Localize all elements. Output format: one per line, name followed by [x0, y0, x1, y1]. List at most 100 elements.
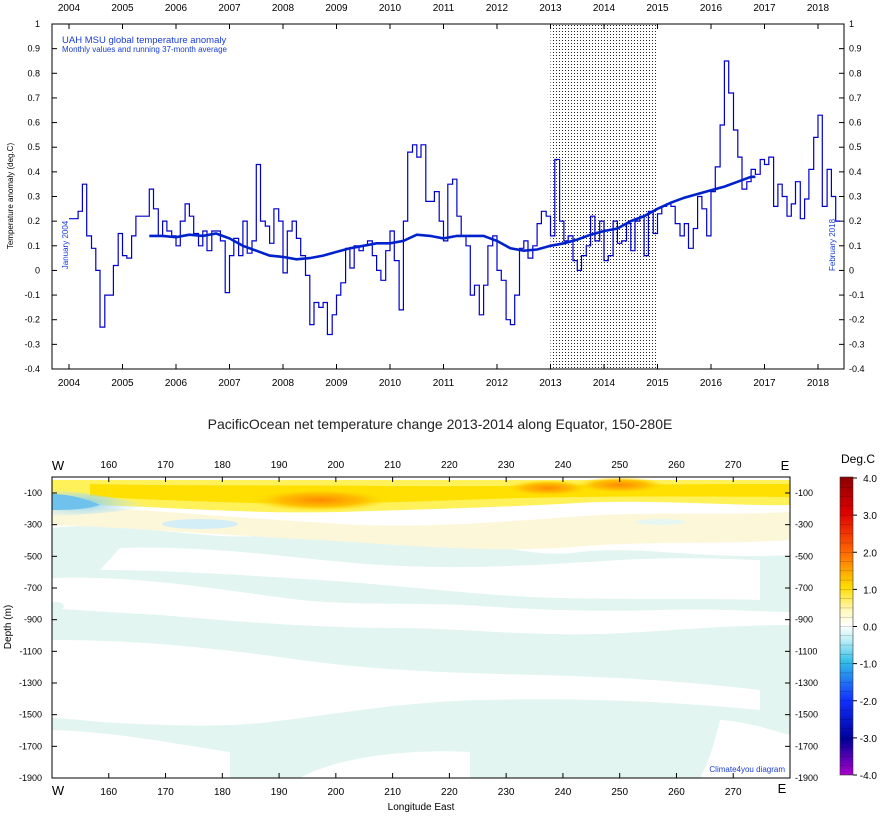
- y-tick-label: 1: [35, 19, 40, 29]
- x-tick-label-top: 2006: [165, 3, 188, 14]
- y-tick-label: -0.3: [24, 339, 40, 349]
- heatmap-y-tick-label: -1900: [19, 773, 42, 783]
- colorbar-title: Deg.C: [841, 452, 875, 466]
- x-tick-label-top: 2014: [593, 3, 616, 14]
- y-tick-label-right: -0.2: [849, 315, 865, 325]
- x-tick-label-top: 2011: [433, 3, 455, 14]
- near-zero-band-3: [52, 640, 760, 726]
- colorbar-tick-label: 1.0: [863, 585, 877, 596]
- colorbar-tick-label: -4.0: [860, 771, 878, 782]
- uah-temperature-chart: 2004 2004 2005 2005 2006 2006 2007 2007 2008 2008…: [6, 3, 865, 389]
- top-axis-ticks: [52, 23, 844, 370]
- heatmap-y-tick-label-right: -300: [795, 520, 813, 530]
- y-tick-label-right: -0.1: [849, 290, 865, 300]
- near-zero-band-2: [52, 577, 790, 635]
- heatmap-y-tick-label-right: -1700: [795, 741, 818, 751]
- warm-maximum-235E: [506, 480, 590, 496]
- x-tick-label: 2018: [807, 378, 830, 389]
- heatmap-x-tick-label-top: 230: [498, 460, 515, 471]
- y-tick-label-right: -0.3: [849, 339, 865, 349]
- y-tick-label-right: 0.3: [849, 192, 862, 202]
- warm-maximum-200E: [250, 489, 390, 511]
- west-label-bottom: W: [52, 783, 65, 798]
- top-plot-frame: [51, 23, 845, 370]
- top-axis-labels: 2004 2004 2005 2005 2006 2006 2007 2007 2008 2008…: [24, 3, 864, 389]
- x-tick-label: 2015: [646, 378, 669, 389]
- y-tick-label-right: 0: [849, 265, 854, 275]
- near-zero-band-4: [52, 730, 230, 778]
- y-tick-label: 0.3: [27, 192, 40, 202]
- heatmap-y-tick-label-right: -700: [795, 583, 813, 593]
- near-zero-band-1: [100, 547, 760, 600]
- heatmap-x-tick-label: 270: [725, 787, 742, 798]
- x-tick-label: 2005: [111, 378, 134, 389]
- colorbar-tick-label: -1.0: [860, 660, 878, 671]
- heatmap-y-tick-label: -900: [24, 615, 42, 625]
- y-tick-label: 0.4: [27, 167, 40, 177]
- heatmap-axis-labels: 160 160 170 170 180 180 190 190 200 200 210 210 220 2…: [19, 460, 818, 798]
- y-tick-label: -0.4: [24, 364, 40, 374]
- weak-warm-layer: [52, 505, 790, 550]
- heatmap-y-tick-label-right: -1500: [795, 710, 818, 720]
- y-tick-label: 0.6: [27, 118, 40, 128]
- x-tick-label-top: 2016: [700, 3, 723, 14]
- y-tick-label-right: 0.2: [849, 216, 862, 226]
- colorbar: Deg.C 4.0 3.0 2.0 1.0 0.0 -1.0 -2.0 -3.0 -4.0: [839, 452, 878, 782]
- x-tick-label: 2014: [593, 378, 616, 389]
- y-tick-label-right: 0.5: [849, 142, 862, 152]
- x-tick-label: 2010: [379, 378, 402, 389]
- east-label-bottom: E: [778, 781, 787, 796]
- y-tick-label-right: 0.8: [849, 68, 862, 78]
- heatmap-x-tick-label: 220: [441, 787, 458, 798]
- x-tick-label: 2009: [325, 378, 348, 389]
- near-zero-band-6: [700, 720, 790, 778]
- x-tick-label: 2016: [700, 378, 723, 389]
- heatmap-x-tick-label: 260: [668, 787, 685, 798]
- colorbar-tick-label: 2.0: [863, 548, 877, 559]
- heatmap-x-tick-label-top: 180: [214, 460, 231, 471]
- colorbar-tick-label: 3.0: [863, 511, 877, 522]
- heatmap-x-tick-label: 190: [271, 787, 288, 798]
- near-zero-band-5: [300, 751, 470, 778]
- x-tick-label-top: 2017: [753, 3, 776, 14]
- heatmap-title: PacificOcean net temperature change 2013…: [207, 416, 673, 432]
- x-tick-label: 2004: [58, 378, 81, 389]
- colorbar-tick-label: 0.0: [863, 623, 877, 634]
- colorbar-tick-label: -2.0: [860, 697, 878, 708]
- colorbar-tick-label: 4.0: [863, 474, 877, 485]
- heatmap-y-tick-label-right: -1900: [795, 773, 818, 783]
- colorbar-gradient: [839, 476, 854, 776]
- x-tick-label: 2011: [433, 378, 455, 389]
- y-tick-label: -0.2: [24, 315, 40, 325]
- y-tick-label-right: 0.6: [849, 118, 862, 128]
- heatmap-x-axis-label: Longitude East: [388, 802, 455, 813]
- cold-patch-255E: [635, 519, 685, 525]
- cold-core-west: [52, 494, 100, 510]
- heatmap-x-tick-label-top: 190: [271, 460, 288, 471]
- y-tick-label: 0.8: [27, 68, 40, 78]
- east-label-top: E: [781, 458, 790, 473]
- start-date-annotation: January 2004: [61, 220, 70, 269]
- y-tick-label-right: -0.4: [849, 364, 865, 374]
- y-tick-label: 0.2: [27, 216, 40, 226]
- heatmap-x-tick-label: 200: [328, 787, 345, 798]
- y-tick-label-right: 0.1: [849, 241, 862, 251]
- x-tick-label: 2012: [486, 378, 509, 389]
- heatmap-y-tick-label: -100: [24, 488, 42, 498]
- x-tick-label-top: 2018: [807, 3, 830, 14]
- x-tick-label-top: 2015: [646, 3, 669, 14]
- cool-patch-edge: [52, 602, 64, 610]
- x-tick-label-top: 2012: [486, 3, 509, 14]
- y-tick-label: 0.5: [27, 142, 40, 152]
- credit-label: Climate4you diagram: [709, 765, 785, 774]
- heatmap-x-tick-label: 240: [555, 787, 572, 798]
- heatmap-x-tick-label: 230: [498, 787, 515, 798]
- y-tick-label: 0.1: [27, 241, 40, 251]
- heatmap-x-tick-label-top: 260: [668, 460, 685, 471]
- x-tick-label-top: 2009: [325, 3, 348, 14]
- x-tick-label-top: 2013: [539, 3, 562, 14]
- heatmap-x-tick-label: 170: [157, 787, 174, 798]
- y-tick-label: 0.9: [27, 44, 40, 54]
- y-axis-label: Temperature anomaly (deg.C): [6, 143, 15, 250]
- monthly-values-line: [69, 60, 841, 336]
